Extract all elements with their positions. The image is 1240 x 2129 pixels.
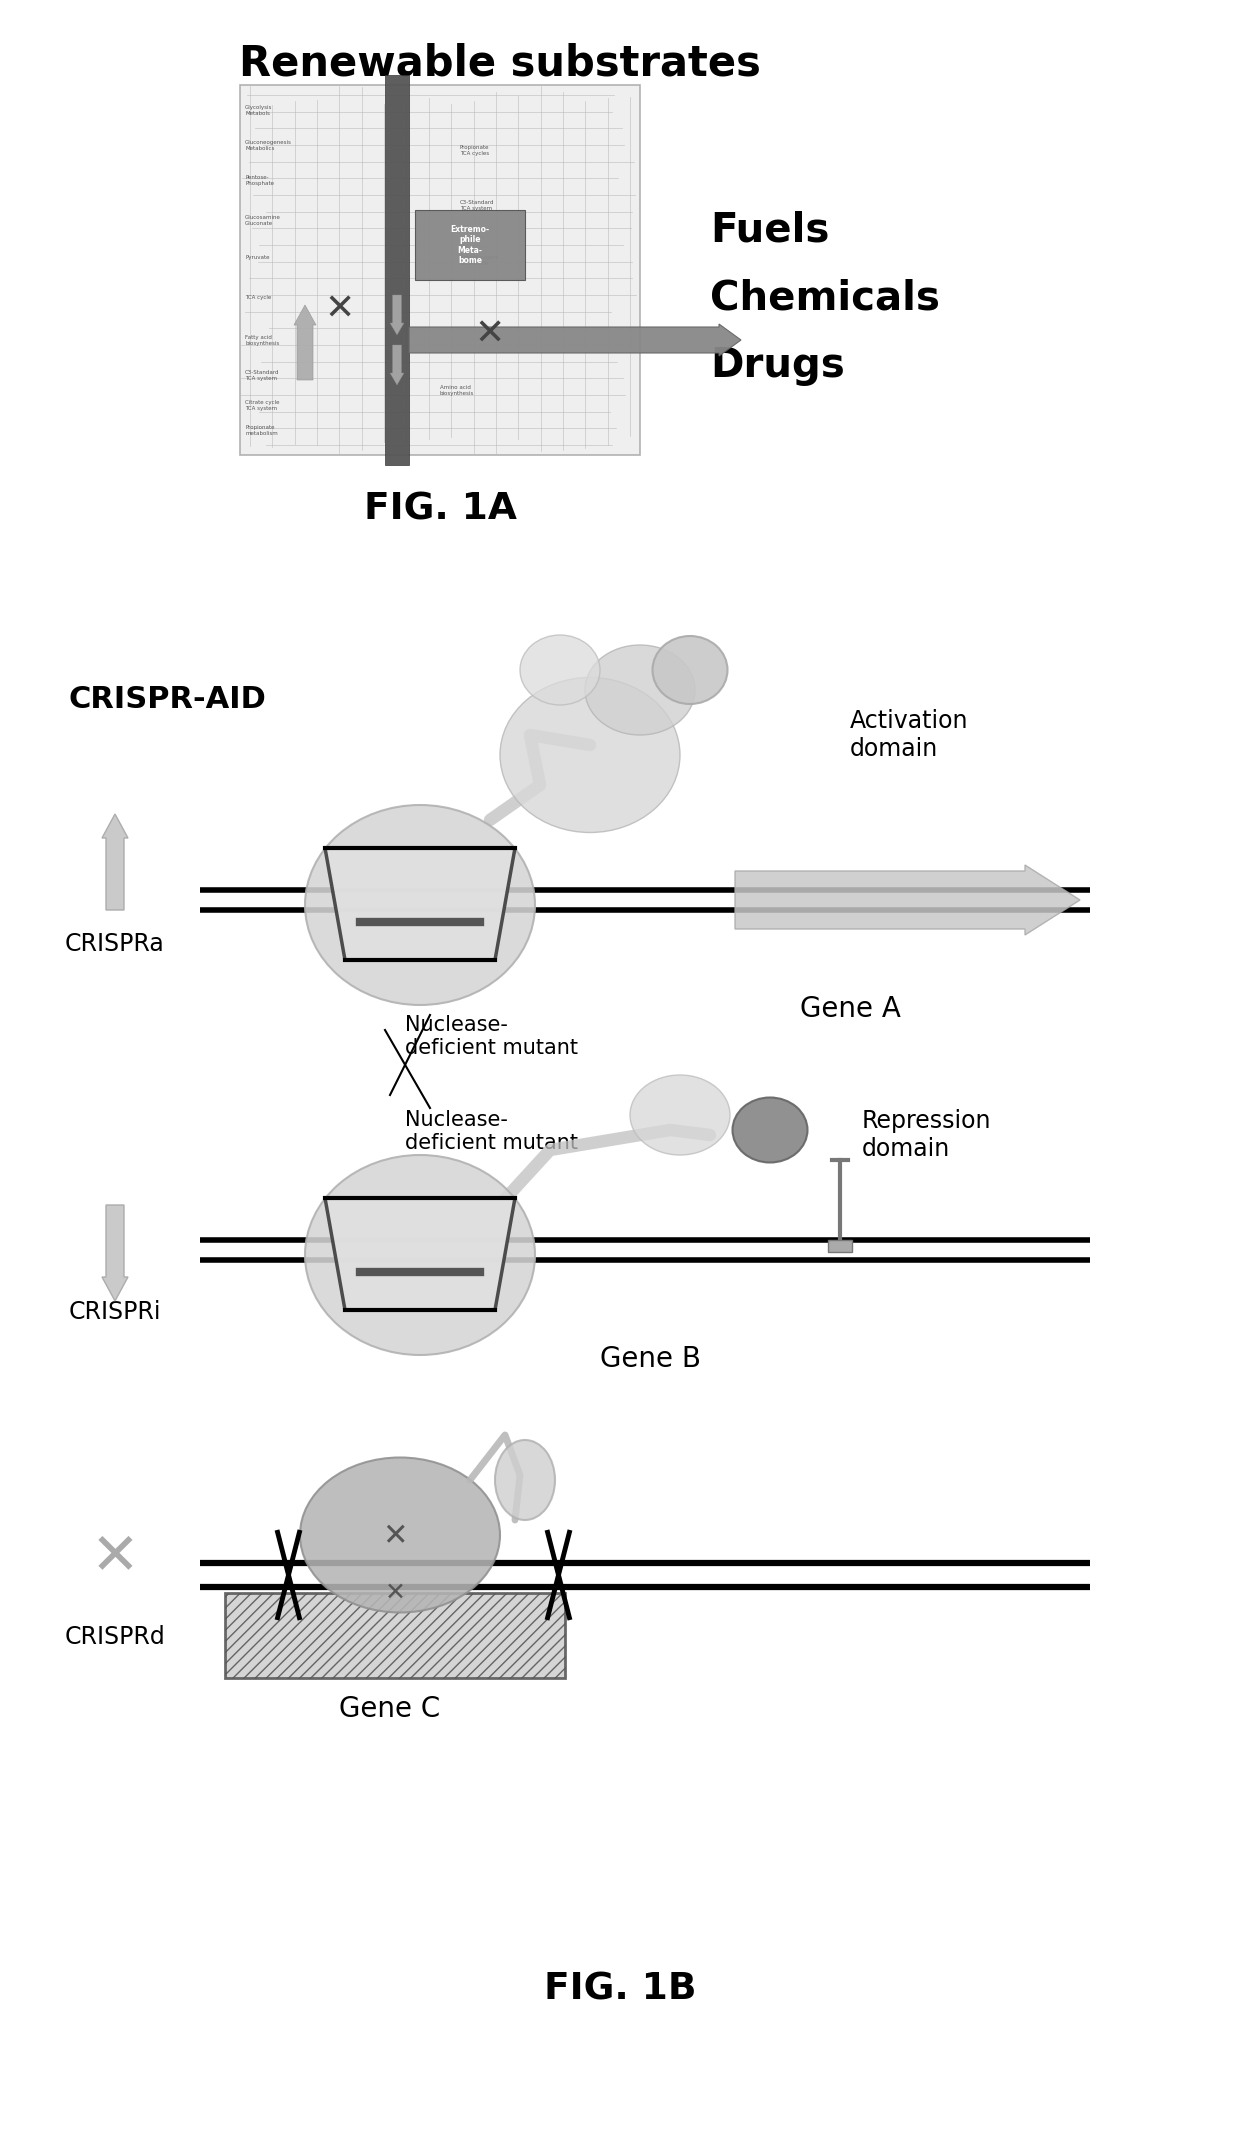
Text: CRISPR-AID: CRISPR-AID [68,686,265,715]
Ellipse shape [652,637,728,705]
FancyArrow shape [102,1205,128,1301]
FancyArrow shape [294,304,316,379]
Ellipse shape [300,1458,500,1612]
Text: ✕: ✕ [384,1582,405,1605]
Bar [224,1592,565,1678]
Text: Amino sugars
nucleoside: Amino sugars nucleoside [460,255,498,266]
Ellipse shape [733,1099,807,1162]
Text: Activation
domain: Activation domain [849,709,968,760]
Bar [828,1239,852,1252]
Text: Pentose-
Phosphate: Pentose- Phosphate [246,175,274,185]
Text: Propionate
metabolism: Propionate metabolism [246,426,278,436]
Text: Fuels: Fuels [711,211,830,249]
Text: Drugs: Drugs [711,347,844,385]
Text: Propionate
TCA cycles: Propionate TCA cycles [460,145,490,155]
Text: Glycolysis
Metabols: Glycolysis Metabols [246,104,273,115]
Ellipse shape [500,677,680,832]
Text: Gene B: Gene B [599,1346,701,1373]
Ellipse shape [520,634,600,705]
FancyArrow shape [409,324,742,356]
Text: Extremo-
phile
Meta-
bome: Extremo- phile Meta- bome [450,226,490,266]
Text: Citrate cycle
TCA system: Citrate cycle TCA system [246,400,279,411]
Text: Glucosamine
Gluconate: Glucosamine Gluconate [246,215,281,226]
Text: FIG. 1B: FIG. 1B [544,1971,696,2008]
Ellipse shape [630,1075,730,1156]
Text: ✕: ✕ [91,1529,139,1586]
Text: Repression
domain: Repression domain [862,1109,992,1160]
Bar [384,75,409,464]
Ellipse shape [305,1156,534,1354]
Text: Pyruvate: Pyruvate [246,255,269,260]
Polygon shape [325,1199,515,1309]
FancyArrow shape [735,864,1080,935]
Text: Nuclease-
deficient mutant: Nuclease- deficient mutant [405,1109,578,1154]
Bar [241,85,640,456]
Text: Gluconeogenesis
Metabolics: Gluconeogenesis Metabolics [246,141,291,151]
FancyArrow shape [391,345,404,385]
Text: Amino acid
biosynthesis: Amino acid biosynthesis [440,385,474,396]
Text: CRISPRa: CRISPRa [66,933,165,956]
Text: Fatty acid
biosynthesis: Fatty acid biosynthesis [246,334,279,345]
Text: Gene A: Gene A [800,994,900,1024]
Text: ✕: ✕ [325,294,355,328]
Text: Chemicals: Chemicals [711,279,940,317]
Text: ✕: ✕ [382,1522,408,1552]
Text: ✕: ✕ [475,317,505,351]
FancyArrow shape [391,296,404,334]
Text: Gene C: Gene C [340,1695,440,1722]
Ellipse shape [585,645,694,735]
FancyArrow shape [102,813,128,909]
Text: TCA cycle: TCA cycle [246,296,272,300]
Bar [415,211,525,281]
Polygon shape [325,847,515,960]
Text: CRISPRd: CRISPRd [64,1624,165,1650]
Ellipse shape [495,1439,556,1520]
Text: C3-Standard
TCA system: C3-Standard TCA system [460,200,495,211]
Text: FIG. 1A: FIG. 1A [363,492,516,528]
Text: Nuclease-
deficient mutant: Nuclease- deficient mutant [405,1016,578,1058]
Text: C3-Standard
TCA system: C3-Standard TCA system [246,370,279,381]
Text: CRISPRi: CRISPRi [68,1301,161,1324]
Text: Renewable substrates: Renewable substrates [239,43,761,83]
Ellipse shape [305,805,534,1005]
